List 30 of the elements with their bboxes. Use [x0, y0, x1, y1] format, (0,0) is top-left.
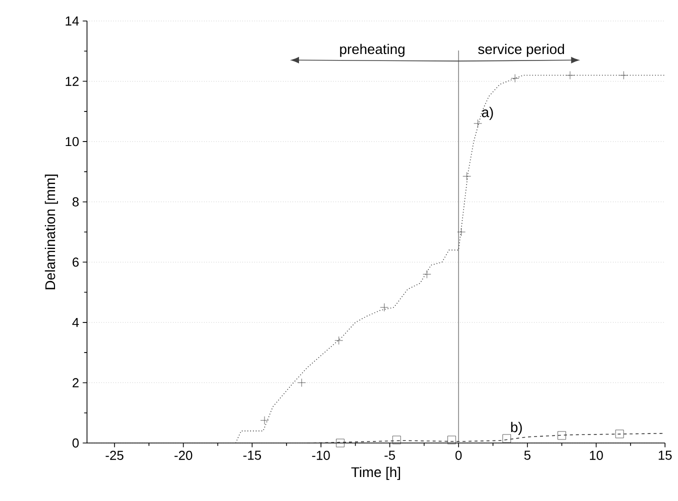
- point: [392, 436, 401, 444]
- annotation: b): [511, 422, 522, 435]
- point: [615, 430, 624, 438]
- x-tick-label: 10: [590, 450, 603, 460]
- x-tick-label: -5: [384, 450, 395, 460]
- annotation: service period: [478, 44, 564, 57]
- point: [502, 434, 511, 443]
- y-tick-label: 8: [72, 197, 79, 206]
- y-axis-title: Delamination [mm]: [44, 174, 58, 290]
- x-tick-label: -20: [174, 450, 192, 460]
- point: [558, 431, 566, 440]
- y-tick-label: 0: [72, 438, 79, 448]
- y-tick-label: 2: [72, 378, 79, 388]
- x-tick-label: -25: [106, 450, 124, 460]
- line-series: [235, 74, 666, 444]
- x-tick-label: -15: [243, 450, 261, 460]
- x-axis-title: Time [h]: [351, 466, 400, 480]
- x-tick-label: 0: [455, 450, 462, 460]
- annotation: a): [482, 106, 493, 120]
- y-tick-label: 10: [66, 136, 79, 146]
- point: [336, 438, 344, 448]
- y-tick-label: 12: [66, 76, 79, 86]
- y-tick-label: 6: [72, 258, 79, 267]
- point: [447, 436, 456, 444]
- x-tick-label: -10: [312, 450, 330, 460]
- x-tick-label: 5: [524, 450, 530, 460]
- x-tick-label: 15: [658, 450, 672, 460]
- annotation: preheating: [340, 44, 404, 57]
- y-tick-label: 14: [66, 16, 79, 26]
- y-tick-label: 4: [72, 318, 79, 327]
